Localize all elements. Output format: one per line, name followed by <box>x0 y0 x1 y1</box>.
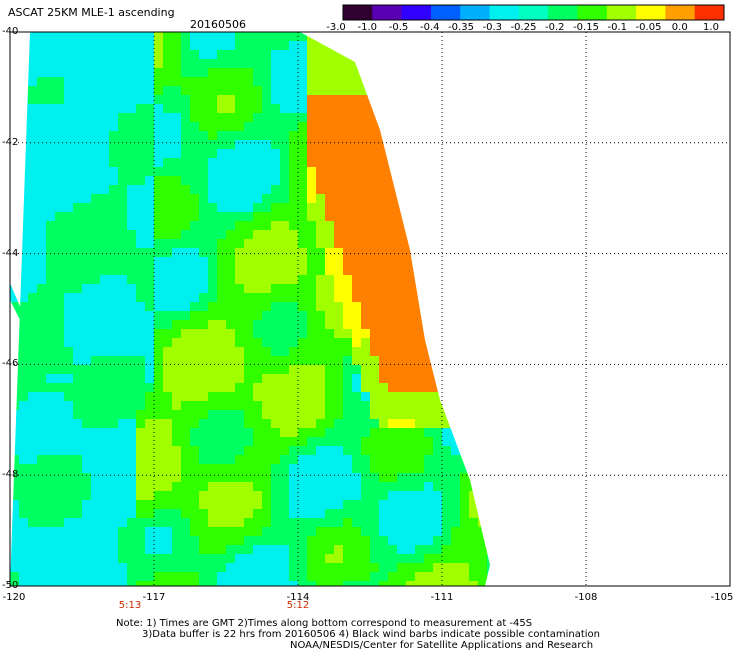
colorbar-tick-label: -0.3 <box>482 22 503 33</box>
map-date: 20160506 <box>190 18 246 31</box>
longitude-tick-label: -117 <box>142 592 166 603</box>
colorbar-segment <box>372 5 403 20</box>
colorbar-tick-label: -3.0 <box>326 22 346 33</box>
pass-time-label: 5:12 <box>286 600 310 611</box>
colorbar-segment <box>343 5 373 20</box>
colorbar-tick-label: 0.0 <box>671 22 688 33</box>
latitude-tick-label: -48 <box>2 469 19 481</box>
colorbar-tick-label: -0.35 <box>448 22 474 33</box>
map-frame <box>9 31 731 587</box>
map-title: ASCAT 25KM MLE-1 ascending <box>8 6 175 19</box>
colorbar-tick-label: -0.4 <box>419 22 440 33</box>
colorbar-tick-label: -0.5 <box>388 22 409 33</box>
colorbar-segment <box>460 5 491 20</box>
colorbar-segment <box>665 5 696 20</box>
colorbar-segment <box>606 5 637 20</box>
colorbar-tick-label: -0.1 <box>607 22 628 33</box>
note-line-3: NOAA/NESDIS/Center for Satellite Applica… <box>290 640 594 651</box>
note-line-2: 3)Data buffer is 22 hrs from 20160506 4)… <box>142 629 600 640</box>
data-swath <box>10 32 490 586</box>
colorbar-tick-label: -0.05 <box>635 22 662 33</box>
colorbar-tick-label: 1.0 <box>703 22 719 33</box>
colorbar-labels: -3.0 -1.0 -0.5 -0.4 -0.35 -0.3 -0.25 -0.2 -0.15-… <box>326 22 730 36</box>
longitude-tick-label: -114 <box>286 592 310 603</box>
colorbar-segment <box>401 5 432 20</box>
colorbar <box>342 4 725 21</box>
colorbar-segment <box>489 5 520 20</box>
colorbar-tick-label: -0.15 <box>573 22 599 33</box>
colorbar-segment <box>636 5 666 20</box>
colorbar-segment <box>577 5 608 20</box>
colorbar-tick-label: -0.25 <box>510 22 537 33</box>
pass-time-label: 5:13 <box>118 600 142 611</box>
colorbar-segment <box>518 5 549 20</box>
colorbar-segment <box>548 5 578 20</box>
note-line-1: Note: 1) Times are GMT 2)Times along bot… <box>116 618 533 629</box>
longitude-tick-label: -111 <box>430 592 454 603</box>
latitude-tick-label: -44 <box>2 247 19 259</box>
latitude-tick-label: -46 <box>2 358 19 370</box>
longitude-tick-label: -120 <box>2 592 26 603</box>
colorbar-segment <box>694 5 725 20</box>
latitude-tick-label: -40 <box>2 26 19 37</box>
latitude-tick-label: -50 <box>2 580 19 591</box>
longitude-tick-label: -105 <box>710 592 734 603</box>
latitude-tick-label: -42 <box>2 136 19 148</box>
colorbar-tick-label: -0.2 <box>544 22 565 33</box>
colorbar-segment <box>430 5 461 20</box>
longitude-tick-label: -108 <box>574 592 598 603</box>
colorbar-tick-label: -1.0 <box>357 22 378 33</box>
